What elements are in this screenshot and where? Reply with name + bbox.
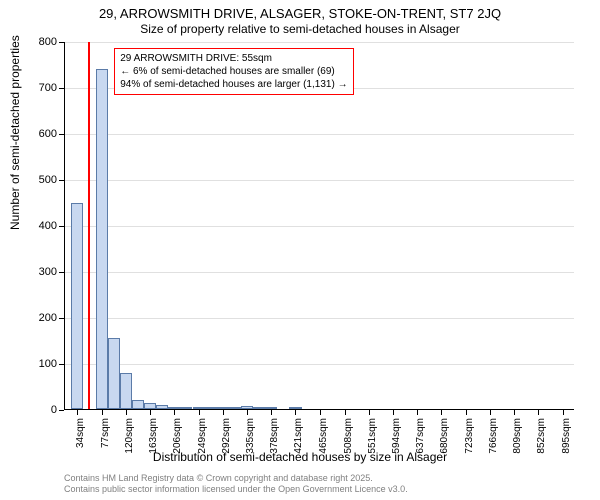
x-tick-label: 120sqm: [125, 418, 135, 458]
histogram-bar: [156, 405, 168, 409]
gridline: [65, 42, 574, 43]
x-tick: [563, 410, 564, 415]
y-tick: [59, 226, 64, 227]
x-tick-label: 680sqm: [440, 418, 450, 458]
y-tick: [59, 410, 64, 411]
y-tick-label: 600: [21, 129, 57, 140]
y-tick-label: 300: [21, 267, 57, 278]
histogram-bar: [180, 407, 192, 409]
y-tick: [59, 42, 64, 43]
y-tick: [59, 364, 64, 365]
x-tick-label: 766sqm: [489, 418, 499, 458]
x-tick: [77, 410, 78, 415]
x-tick: [102, 410, 103, 415]
y-tick: [59, 88, 64, 89]
x-tick-label: 335sqm: [246, 418, 256, 458]
x-tick: [369, 410, 370, 415]
gridline: [65, 272, 574, 273]
gridline: [65, 318, 574, 319]
x-tick: [223, 410, 224, 415]
x-tick: [126, 410, 127, 415]
x-tick: [393, 410, 394, 415]
x-tick: [174, 410, 175, 415]
gridline: [65, 134, 574, 135]
x-tick: [514, 410, 515, 415]
x-tick-label: 77sqm: [101, 418, 111, 458]
x-tick-label: 551sqm: [368, 418, 378, 458]
histogram-bar: [193, 407, 205, 409]
x-tick-label: 637sqm: [416, 418, 426, 458]
x-tick: [247, 410, 248, 415]
x-tick-label: 465sqm: [319, 418, 329, 458]
chart-container: 29, ARROWSMITH DRIVE, ALSAGER, STOKE-ON-…: [0, 0, 600, 500]
histogram-bar: [229, 407, 241, 409]
x-tick: [295, 410, 296, 415]
footer-attribution: Contains HM Land Registry data © Crown c…: [64, 473, 408, 496]
histogram-bar: [132, 400, 144, 409]
x-tick-label: 378sqm: [270, 418, 280, 458]
histogram-bar: [96, 69, 108, 409]
annotation-box: 29 ARROWSMITH DRIVE: 55sqm ← 6% of semi-…: [114, 48, 353, 95]
annotation-line3: 94% of semi-detached houses are larger (…: [120, 78, 347, 91]
y-tick-label: 200: [21, 313, 57, 324]
chart-title-main: 29, ARROWSMITH DRIVE, ALSAGER, STOKE-ON-…: [0, 6, 600, 21]
footer-line1: Contains HM Land Registry data © Crown c…: [64, 473, 408, 485]
x-tick-label: 421sqm: [294, 418, 304, 458]
y-tick: [59, 318, 64, 319]
marker-line: [88, 42, 90, 409]
x-tick-label: 809sqm: [513, 418, 523, 458]
x-tick-label: 723sqm: [465, 418, 475, 458]
footer-line2: Contains public sector information licen…: [64, 484, 408, 496]
x-tick: [320, 410, 321, 415]
x-tick-label: 508sqm: [344, 418, 354, 458]
x-tick-label: 895sqm: [562, 418, 572, 458]
gridline: [65, 226, 574, 227]
histogram-bar: [168, 407, 180, 409]
y-tick: [59, 134, 64, 135]
histogram-bar: [120, 373, 132, 409]
x-tick: [441, 410, 442, 415]
x-tick-label: 594sqm: [392, 418, 402, 458]
x-tick-label: 34sqm: [76, 418, 86, 458]
plot-area: [64, 42, 574, 410]
y-axis-label: Number of semi-detached properties: [8, 35, 22, 230]
histogram-bar: [71, 203, 83, 409]
x-tick-label: 249sqm: [198, 418, 208, 458]
x-tick: [490, 410, 491, 415]
histogram-bar: [289, 407, 301, 409]
x-tick-label: 852sqm: [537, 418, 547, 458]
annotation-line1: 29 ARROWSMITH DRIVE: 55sqm: [120, 52, 347, 65]
x-tick: [538, 410, 539, 415]
x-tick-label: 163sqm: [149, 418, 159, 458]
x-tick-label: 206sqm: [173, 418, 183, 458]
chart-title-sub: Size of property relative to semi-detach…: [0, 22, 600, 36]
x-tick: [345, 410, 346, 415]
x-tick-label: 292sqm: [222, 418, 232, 458]
histogram-bar: [217, 407, 229, 409]
x-tick: [150, 410, 151, 415]
histogram-bar: [205, 407, 217, 409]
x-tick: [271, 410, 272, 415]
y-tick-label: 500: [21, 175, 57, 186]
y-tick-label: 100: [21, 359, 57, 370]
x-tick: [466, 410, 467, 415]
histogram-bar: [253, 407, 265, 409]
histogram-bar: [144, 403, 156, 409]
y-tick-label: 700: [21, 83, 57, 94]
annotation-line2: ← 6% of semi-detached houses are smaller…: [120, 65, 347, 78]
gridline: [65, 364, 574, 365]
histogram-bar: [241, 406, 253, 409]
x-tick: [199, 410, 200, 415]
y-tick: [59, 272, 64, 273]
histogram-bar: [108, 338, 120, 409]
histogram-bar: [265, 407, 277, 409]
gridline: [65, 180, 574, 181]
y-tick-label: 0: [21, 405, 57, 416]
y-tick-label: 400: [21, 221, 57, 232]
y-tick-label: 800: [21, 37, 57, 48]
x-tick: [417, 410, 418, 415]
y-tick: [59, 180, 64, 181]
